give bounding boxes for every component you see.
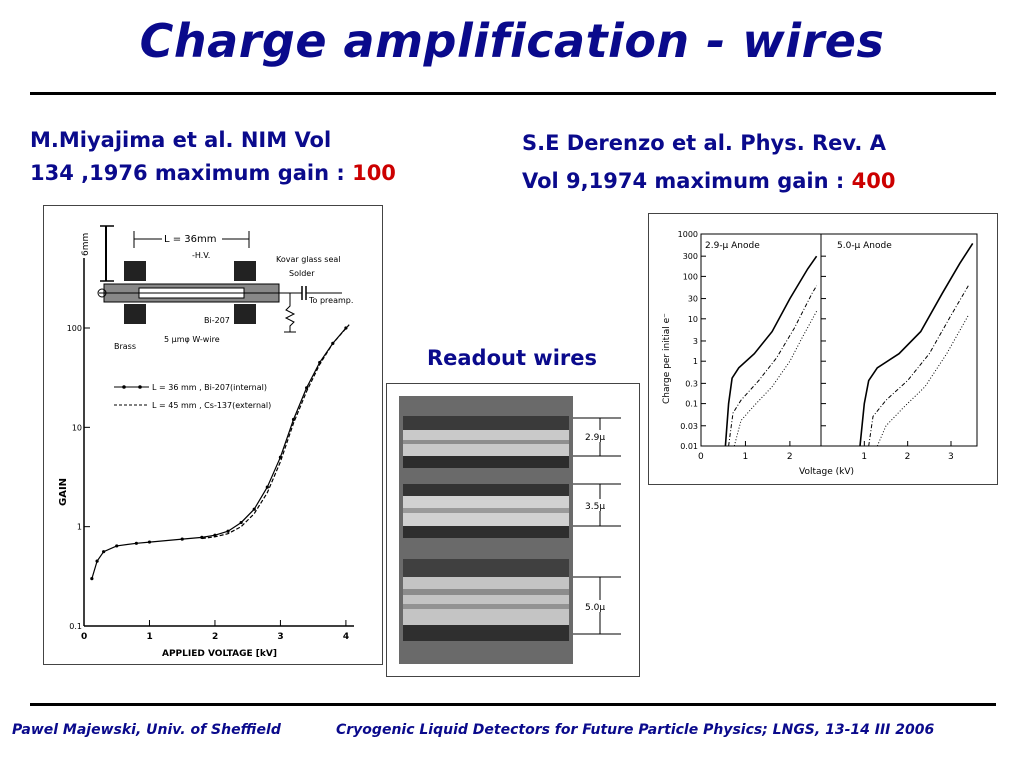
title-divider	[30, 92, 996, 95]
gain-data-point	[134, 541, 138, 545]
charge-panel1-series-1	[724, 255, 818, 447]
wire-width-label-2: 3.5μ	[585, 502, 605, 512]
charge-x-ticks: 0 1 2 1 2 3	[698, 441, 954, 462]
left-reference-line2: 134 ,1976 maximum gain : 100	[30, 161, 396, 185]
diagram-source-label: Bi-207	[204, 316, 230, 325]
right-reference: S.E Derenzo et al. Phys. Rev. A Vol 9,19…	[522, 124, 1002, 200]
gain-y-label: GAIN	[58, 478, 69, 506]
gain-x-tick-label: 4	[343, 632, 349, 642]
charge-panel2-series-3	[876, 315, 969, 447]
charge-y-tick-label: 1000	[678, 230, 698, 239]
gain-y-tick-label: 100	[67, 324, 82, 333]
footer-author: Pawel Majewski, Univ. of Sheffield	[12, 722, 281, 738]
footer-conference: Cryogenic Liquid Detectors for Future Pa…	[336, 722, 935, 738]
diagram-wire-label: 5 μmφ W-wire	[164, 335, 220, 344]
charge-y-label: Charge per initial e⁻	[662, 313, 672, 404]
charge-y-ticks: 1000 300 100 30 10 3 1 0.3 0.1 0.03 0.01	[678, 230, 826, 451]
detector-diagram: 6mm L = 36mm -H.V. Kovar glass seal Sold…	[81, 225, 353, 351]
right-figure: 2.9-μ Anode 5.0-μ Anode 1000 300 100 30 10 3 1…	[648, 213, 998, 485]
charge-y-tick-label: 1	[693, 357, 698, 366]
gain-data-point	[252, 507, 256, 511]
charge-x-tick-label: 2	[905, 452, 911, 462]
gain-x-label: APPLIED VOLTAGE [kV]	[162, 649, 277, 659]
right-reference-line2: Vol 9,1974 maximum gain : 400	[522, 169, 896, 193]
gain-data-point	[115, 544, 119, 548]
charge-y-tick-label: 3	[693, 337, 698, 346]
charge-y-tick-label: 300	[683, 252, 698, 261]
footer-divider	[30, 703, 996, 706]
gain-y-tick-label: 10	[72, 423, 82, 432]
gain-data-point	[147, 540, 152, 544]
charge-x-tick-label: 0	[698, 452, 704, 462]
diagram-hv-label: -H.V.	[192, 251, 210, 260]
gain-x-tick-label: 0	[81, 632, 87, 642]
charge-y-tick-label: 30	[688, 295, 698, 304]
gain-y-tick-label: 1	[77, 523, 82, 532]
readout-wires-photo: 2.9μ 3.5μ 5.0μ	[386, 383, 640, 677]
left-reference-line1: M.Miyajima et al. NIM Vol	[30, 128, 332, 152]
slide-title: Charge amplification - wires	[139, 14, 885, 68]
diagram-height-label: 6mm	[81, 233, 91, 256]
charge-x-label: Voltage (kV)	[799, 467, 854, 477]
charge-panel2-series-2	[868, 285, 969, 447]
charge-y-tick-label: 0.1	[685, 400, 698, 409]
wire-width-label-1: 2.9μ	[585, 433, 605, 443]
gain-y-tick-label: 0.1	[69, 622, 82, 631]
panel1-title: 2.9-μ Anode	[705, 241, 760, 251]
gain-data-point	[291, 417, 296, 422]
gain-legend-series2: L = 45 mm , Cs-137(external)	[152, 401, 271, 410]
charge-y-tick-label: 0.3	[685, 379, 698, 388]
right-reference-line1: S.E Derenzo et al. Phys. Rev. A	[522, 131, 886, 155]
gain-x-tick-label: 1	[146, 632, 152, 642]
gain-series-line-1	[91, 327, 347, 579]
gain-data-point	[265, 485, 269, 489]
gain-series	[90, 324, 350, 581]
gain-x-tick-label: 3	[277, 632, 283, 642]
panel2-title: 5.0-μ Anode	[837, 241, 892, 251]
readout-wires-label: Readout wires	[426, 346, 598, 370]
wire-width-label-3: 5.0μ	[585, 603, 605, 613]
right-max-gain: 400	[851, 169, 896, 193]
gain-legend: L = 36 mm , Bi-207(internal) L = 45 mm ,…	[114, 383, 271, 410]
gain-data-point	[180, 537, 184, 541]
charge-y-tick-label: 10	[688, 315, 698, 324]
left-figure: 6mm L = 36mm -H.V. Kovar glass seal Sold…	[43, 205, 383, 665]
gain-curve-chart: 6mm L = 36mm -H.V. Kovar glass seal Sold…	[58, 225, 354, 659]
gain-series-line-2	[201, 324, 350, 540]
gain-data-point	[90, 577, 94, 581]
left-reference: M.Miyajima et al. NIM Vol 134 ,1976 maxi…	[30, 124, 490, 190]
diagram-solder-label: Solder	[289, 269, 315, 278]
charge-y-tick-label: 100	[683, 272, 698, 281]
gain-x-ticks: 0 1 2 3 4	[81, 620, 349, 642]
gain-chart-axes	[83, 258, 354, 627]
diagram-seal-label: Kovar glass seal	[276, 255, 341, 264]
charge-panel1-series-3	[733, 311, 818, 447]
charge-panel2-series-1	[859, 242, 974, 447]
gain-data-point	[102, 550, 106, 554]
gain-data-point	[95, 559, 99, 563]
gain-x-tick-label: 2	[212, 632, 218, 642]
charge-x-tick-label: 1	[742, 452, 748, 462]
gain-data-point	[305, 386, 309, 390]
gain-y-ticks: 0.1 1 10 100	[67, 324, 90, 631]
charge-y-tick-label: 0.03	[680, 422, 698, 431]
charge-y-tick-label: 0.01	[680, 442, 698, 451]
diagram-brass-label: Brass	[114, 342, 136, 351]
left-max-gain: 100	[352, 161, 396, 185]
diagram-preamp-label: To preamp.	[308, 296, 353, 305]
gain-data-point	[239, 520, 243, 525]
charge-x-tick-label: 1	[861, 452, 867, 462]
charge-series	[724, 242, 974, 447]
gain-data-point	[226, 529, 230, 533]
charge-x-tick-label: 3	[948, 452, 954, 462]
gain-legend-series1: L = 36 mm , Bi-207(internal)	[152, 383, 267, 392]
charge-chart: 2.9-μ Anode 5.0-μ Anode 1000300100301031…	[662, 230, 978, 477]
diagram-length-label: L = 36mm	[164, 234, 217, 245]
charge-x-tick-label: 2	[787, 452, 793, 462]
